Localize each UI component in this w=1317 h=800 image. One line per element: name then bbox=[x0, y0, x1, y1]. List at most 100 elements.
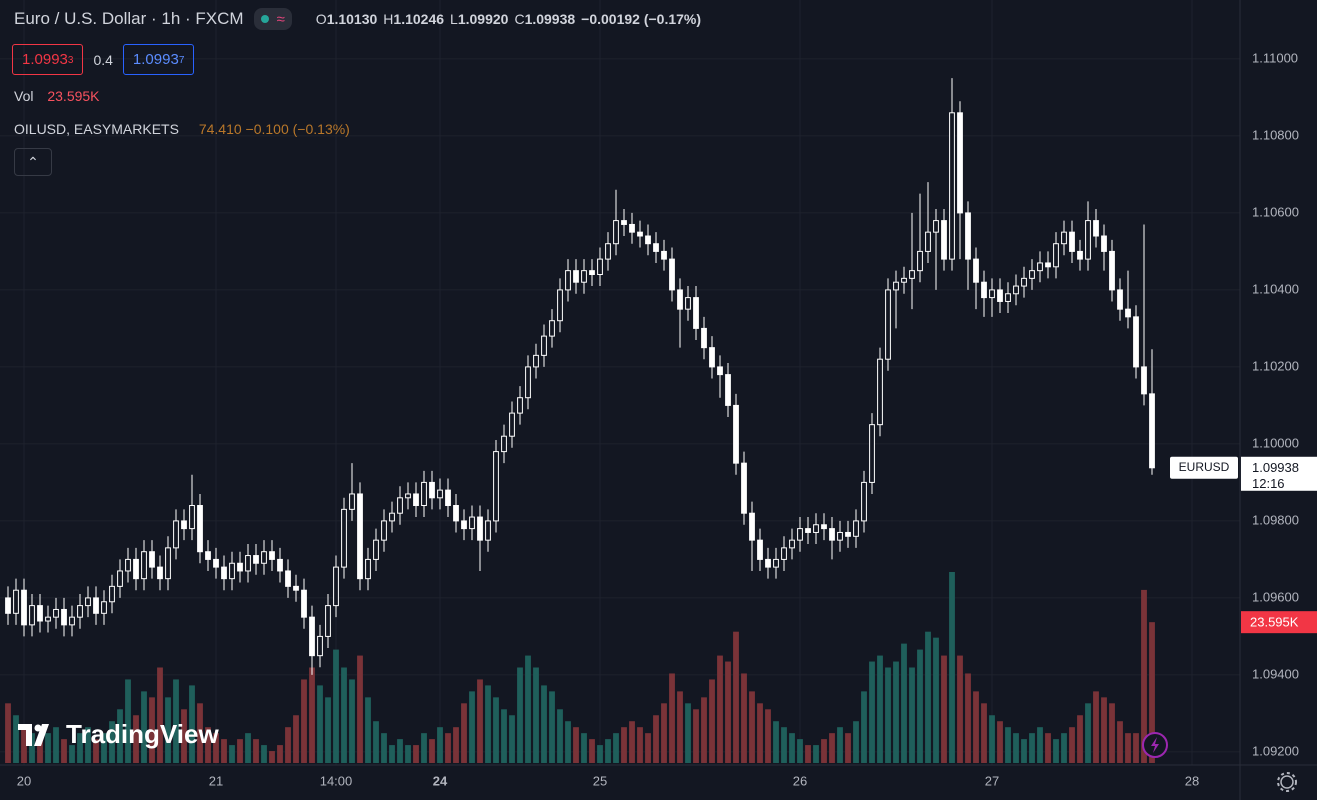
volume-legend: Vol 23.595K bbox=[14, 88, 100, 104]
status-pill[interactable]: ≈ bbox=[253, 8, 292, 30]
lightning-icon[interactable] bbox=[1151, 737, 1159, 753]
gear-icon[interactable] bbox=[1280, 775, 1294, 789]
volume-bar bbox=[437, 727, 443, 763]
compare-values: 74.410 −0.100 (−0.13%) bbox=[198, 121, 350, 137]
candle-body bbox=[1005, 293, 1011, 302]
candle-body bbox=[429, 481, 435, 499]
candle-body bbox=[637, 231, 643, 237]
volume-bar bbox=[1125, 733, 1131, 763]
candle-body bbox=[37, 605, 43, 622]
candle-body bbox=[557, 289, 563, 322]
ask-price: 1.0993 bbox=[132, 51, 179, 68]
volume-bar bbox=[549, 691, 555, 763]
volume-bar bbox=[133, 715, 139, 763]
volume-bar bbox=[333, 649, 339, 763]
volume-bar bbox=[1021, 739, 1027, 763]
candle-body bbox=[1021, 277, 1027, 287]
candle-body bbox=[957, 112, 963, 214]
settings-button[interactable] bbox=[1277, 772, 1297, 792]
collapse-button[interactable]: ⌃ bbox=[14, 148, 52, 176]
sell-button[interactable]: 1.09933 bbox=[12, 44, 84, 75]
candle-body bbox=[141, 551, 147, 580]
candle-body bbox=[853, 520, 859, 537]
volume-bar bbox=[77, 733, 83, 763]
lightning-button[interactable] bbox=[1142, 732, 1168, 758]
volume-bar bbox=[229, 745, 235, 763]
candle-body bbox=[613, 220, 619, 245]
y-tick-label: 1.10800 bbox=[1252, 127, 1299, 142]
candle-body bbox=[965, 212, 971, 260]
volume-bar bbox=[1117, 721, 1123, 763]
candle-body bbox=[413, 493, 419, 507]
volume-bar bbox=[885, 667, 891, 763]
ohlc-item: L1.09920 bbox=[450, 11, 508, 27]
candle-body bbox=[501, 435, 507, 453]
candle-body bbox=[805, 528, 811, 533]
ohlc-key: H bbox=[383, 11, 394, 27]
candle-body bbox=[1069, 231, 1075, 252]
volume-tag-box bbox=[1241, 611, 1317, 634]
volume-bar bbox=[21, 727, 27, 763]
candle-body bbox=[453, 505, 459, 522]
buy-button[interactable]: 1.09937 bbox=[122, 44, 195, 75]
volume-bar bbox=[741, 673, 747, 763]
volume-bar bbox=[101, 733, 107, 763]
candle-body bbox=[653, 243, 659, 252]
candle-body bbox=[261, 551, 267, 564]
candle-body bbox=[517, 397, 523, 414]
candle-body bbox=[477, 516, 483, 541]
volume-bar bbox=[221, 739, 227, 763]
candle-body bbox=[133, 558, 139, 580]
volume-bar bbox=[205, 727, 211, 763]
volume-bar bbox=[181, 709, 187, 763]
logo-dot bbox=[34, 724, 42, 732]
volume-bar bbox=[141, 691, 147, 763]
candle-body bbox=[485, 520, 491, 541]
volume-bar bbox=[157, 667, 163, 763]
candle-body bbox=[861, 481, 867, 522]
candle-body bbox=[709, 347, 715, 368]
volume-bar bbox=[493, 697, 499, 763]
volume-bar bbox=[1133, 733, 1139, 763]
candle-body bbox=[877, 358, 883, 426]
volume-bar bbox=[765, 709, 771, 763]
candle-body bbox=[869, 424, 875, 483]
trade-row: 1.09933 0.4 1.09937 bbox=[12, 44, 195, 75]
candle-body bbox=[149, 551, 155, 568]
candle-body bbox=[533, 354, 539, 368]
candle-body bbox=[253, 555, 259, 564]
ask-pip: 7 bbox=[178, 55, 185, 66]
candle-body bbox=[165, 547, 171, 580]
volume-bar bbox=[293, 715, 299, 763]
candle-body bbox=[1109, 250, 1115, 291]
volume-bar bbox=[541, 685, 547, 763]
gear-teeth[interactable] bbox=[1277, 772, 1297, 792]
candle-body bbox=[45, 616, 51, 622]
candle-body bbox=[349, 493, 355, 510]
ohlc-key: O bbox=[315, 11, 327, 27]
volume-bar bbox=[445, 733, 451, 763]
candle-body bbox=[1045, 262, 1051, 268]
candle-body bbox=[341, 508, 347, 568]
candle-body bbox=[229, 562, 235, 580]
candle-body bbox=[973, 258, 979, 283]
candle-body bbox=[237, 562, 243, 572]
volume-bar bbox=[5, 703, 11, 763]
candle-body bbox=[21, 589, 27, 626]
candle-body bbox=[989, 289, 995, 299]
candle-body bbox=[173, 520, 179, 549]
volume-bar bbox=[1053, 739, 1059, 763]
volume-bar bbox=[461, 703, 467, 763]
volume-bar bbox=[317, 685, 323, 763]
data-icon: ≈ bbox=[276, 10, 285, 28]
candle-body bbox=[1149, 393, 1155, 469]
volume-bar bbox=[413, 745, 419, 763]
candle-body bbox=[469, 516, 475, 530]
candle-body bbox=[509, 412, 515, 437]
volume-bar bbox=[1085, 703, 1091, 763]
candle-body bbox=[157, 566, 163, 580]
logo: TradingView bbox=[18, 719, 219, 749]
ohlc-value: 1.10130 bbox=[326, 11, 378, 27]
volume-bar bbox=[69, 745, 75, 763]
candle-body bbox=[373, 539, 379, 560]
